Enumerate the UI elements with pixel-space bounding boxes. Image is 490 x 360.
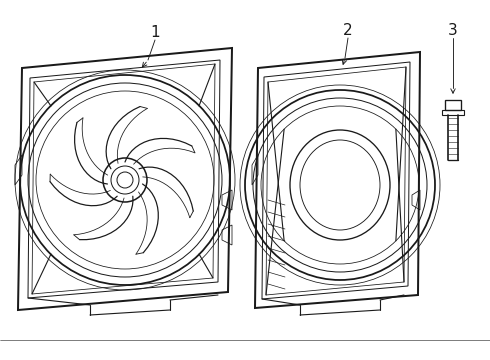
Text: 2: 2 [343, 23, 353, 37]
Text: 3: 3 [448, 23, 458, 37]
Text: 1: 1 [150, 24, 160, 40]
